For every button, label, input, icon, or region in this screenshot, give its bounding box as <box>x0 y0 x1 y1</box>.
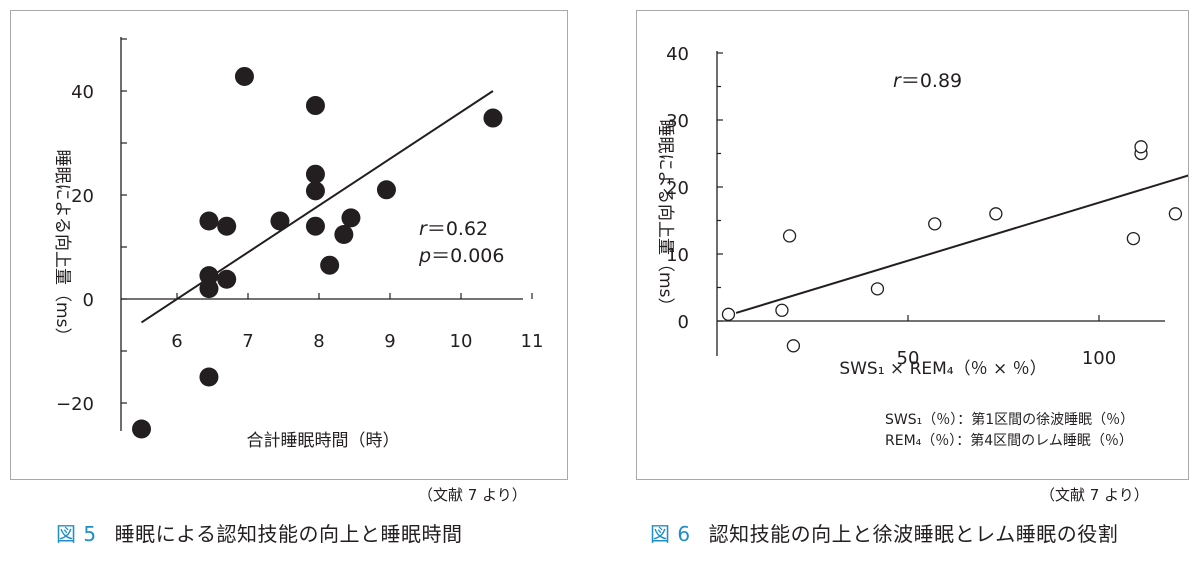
figure-6-source: （文献 7 より） <box>1040 486 1149 504</box>
figure-5-source: （文献 7 より） <box>418 486 527 504</box>
data-points <box>132 66 503 439</box>
r-value: ＝0.62 <box>427 218 488 240</box>
data-point <box>870 282 885 296</box>
data-point <box>786 339 801 353</box>
y-tick-label: 20 <box>71 186 94 207</box>
data-points <box>721 140 1183 353</box>
x-tick-label: 6 <box>171 331 182 352</box>
data-point <box>334 225 354 245</box>
data-point <box>1168 207 1183 221</box>
figure-6-chart: 40302010050100150200 r＝0.89 SWS₁ × REM₄（… <box>655 44 1200 449</box>
y-tick-label: 10 <box>666 245 689 266</box>
regression-line <box>140 90 494 324</box>
regression-line-group <box>140 90 494 324</box>
tick-labels: 40302010050100150200 <box>666 44 1116 369</box>
figure-6-number: 図 6 <box>650 522 691 546</box>
data-point <box>1126 231 1141 246</box>
data-point <box>270 211 290 231</box>
p-value: ＝0.006 <box>431 245 504 267</box>
data-point <box>217 269 237 289</box>
y-tick-label: 40 <box>71 82 94 103</box>
p-annotation: p＝0.006 <box>418 245 504 267</box>
x-tick-label: 50 <box>897 348 920 369</box>
figure-5-chart: 40 20 0 −20 6 7 8 9 10 11 r＝0.62 p＝0.006 合計睡眠時間（時… <box>52 37 543 451</box>
data-point <box>1134 140 1148 154</box>
legend-note-sws: SWS₁（％）：第1区間の徐波睡眠（％） <box>885 411 1134 428</box>
data-point <box>775 303 789 317</box>
x-tick-label: 9 <box>384 331 395 352</box>
data-point <box>989 207 1003 221</box>
x-tick-label: 100 <box>1082 348 1116 369</box>
data-point <box>782 229 797 243</box>
y-tick-label: 30 <box>666 111 689 132</box>
y-tick-label: 20 <box>666 178 689 199</box>
tick-labels: 40 20 0 −20 6 7 8 9 10 11 <box>56 82 543 415</box>
data-point <box>305 164 325 184</box>
y-axis-label: 睡眠による向上量（ms） <box>655 120 675 315</box>
data-point <box>305 96 325 116</box>
y-tick-label: 0 <box>83 290 94 311</box>
figure-6-title: 認知技能の向上と徐波睡眠とレム睡眠の役割 <box>708 522 1119 546</box>
regression-line-group <box>735 170 1200 314</box>
r-annotation: r＝0.62 <box>419 218 488 240</box>
x-axis-label: 合計睡眠時間（時） <box>247 431 400 451</box>
x-axis-label: SWS₁ × REM₄（％ × ％） <box>839 359 1046 379</box>
r-label: r <box>419 218 428 240</box>
figure-6-panel: 40302010050100150200 r＝0.89 SWS₁ × REM₄（… <box>636 10 1200 480</box>
data-point <box>928 217 942 231</box>
x-tick-label: 8 <box>313 331 324 352</box>
r-label: r <box>893 70 902 92</box>
figure-5-panel: 40 20 0 −20 6 7 8 9 10 11 r＝0.62 p＝0.006 合計睡眠時間（時… <box>10 10 568 480</box>
data-point <box>234 66 254 86</box>
axes <box>120 37 533 431</box>
y-tick-label: 0 <box>678 312 689 333</box>
figure-6-caption: 図 6 認知技能の向上と徐波睡眠とレム睡眠の役割 <box>650 518 1118 547</box>
regression-line <box>735 170 1200 314</box>
axes <box>716 51 1165 356</box>
data-point <box>341 208 361 228</box>
r-value: ＝0.89 <box>901 70 962 92</box>
figure-5-number: 図 5 <box>56 522 97 546</box>
p-label: p <box>418 245 431 267</box>
x-tick-label: 7 <box>242 331 253 352</box>
data-point <box>376 180 396 200</box>
data-point <box>305 216 325 236</box>
data-point <box>483 108 503 128</box>
r-annotation: r＝0.89 <box>893 70 962 92</box>
y-axis-label: 睡眠による向上量（ms） <box>52 150 72 345</box>
y-tick-label: −20 <box>56 394 94 415</box>
data-point <box>199 211 219 231</box>
legend-note-rem: REM₄（％）：第4区間のレム睡眠（％） <box>885 432 1133 449</box>
data-point <box>199 279 219 299</box>
data-point <box>320 255 340 275</box>
data-point <box>305 181 325 201</box>
figure-5-title: 睡眠による認知技能の向上と睡眠時間 <box>114 522 463 546</box>
x-tick-label: 11 <box>521 331 544 352</box>
figure-5-caption: 図 5 睡眠による認知技能の向上と睡眠時間 <box>56 518 463 547</box>
y-tick-label: 40 <box>666 44 689 65</box>
data-point <box>721 307 736 321</box>
data-point <box>132 419 151 439</box>
data-point <box>199 367 219 387</box>
data-point <box>217 216 237 236</box>
x-tick-label: 10 <box>450 331 473 352</box>
